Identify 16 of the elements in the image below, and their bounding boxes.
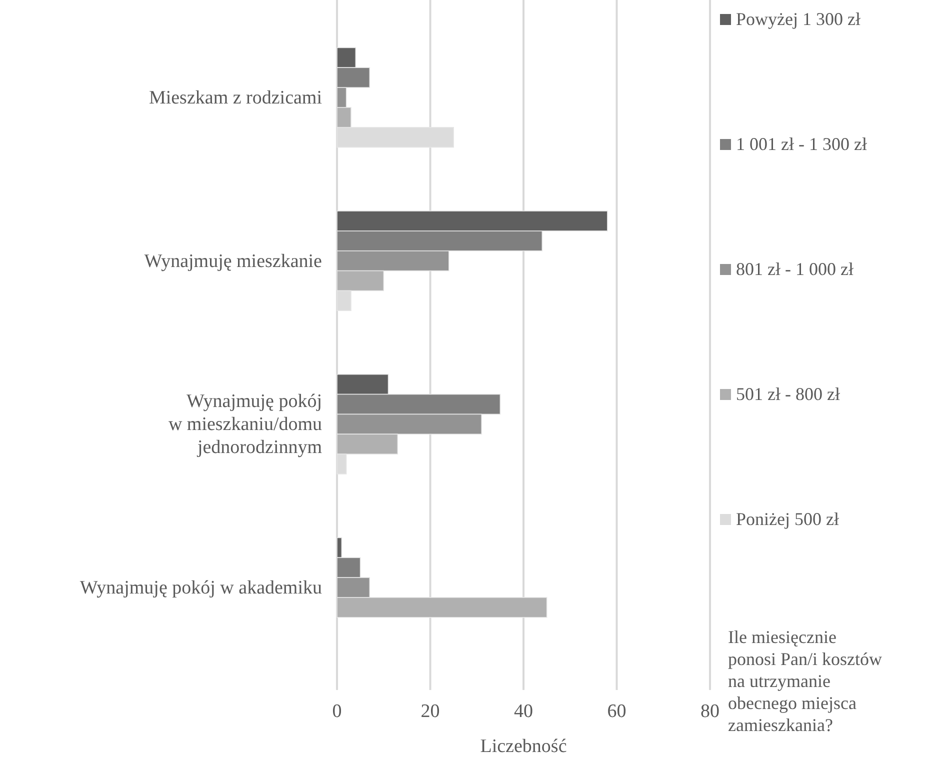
x-axis-title: Liczebność	[480, 736, 567, 757]
legend-label: 501 zł - 800 zł	[736, 384, 840, 404]
x-tick-label: 40	[514, 701, 533, 722]
y-tick-label: Wynajmuję pokój w mieszkaniu/domu jednorodzinnym	[168, 391, 322, 458]
x-tick-label: 60	[607, 701, 626, 722]
x-tick-label: 20	[420, 701, 440, 722]
x-tick-label: 80	[700, 701, 720, 722]
legend-label: 801 zł - 1 000 zł	[736, 259, 854, 279]
y-tick-label: Wynajmuję pokój w akademiku	[80, 578, 322, 599]
legend-label: 1 001 zł - 1 300 zł	[736, 134, 867, 154]
legend-label: Poniżej 500 zł	[736, 509, 839, 529]
legend-title: Ile miesięcznie ponosi Pan/i kosztów na utrzymanie obecnego miejsca zamieszkania?	[728, 627, 882, 735]
y-tick-label: Mieszkam z rodzicami	[148, 87, 322, 108]
y-tick-label: Wynajmuję mieszkanie	[144, 250, 322, 272]
x-tick-label: 0	[332, 701, 342, 722]
legend-label: Powyżej 1 300 zł	[736, 9, 860, 29]
